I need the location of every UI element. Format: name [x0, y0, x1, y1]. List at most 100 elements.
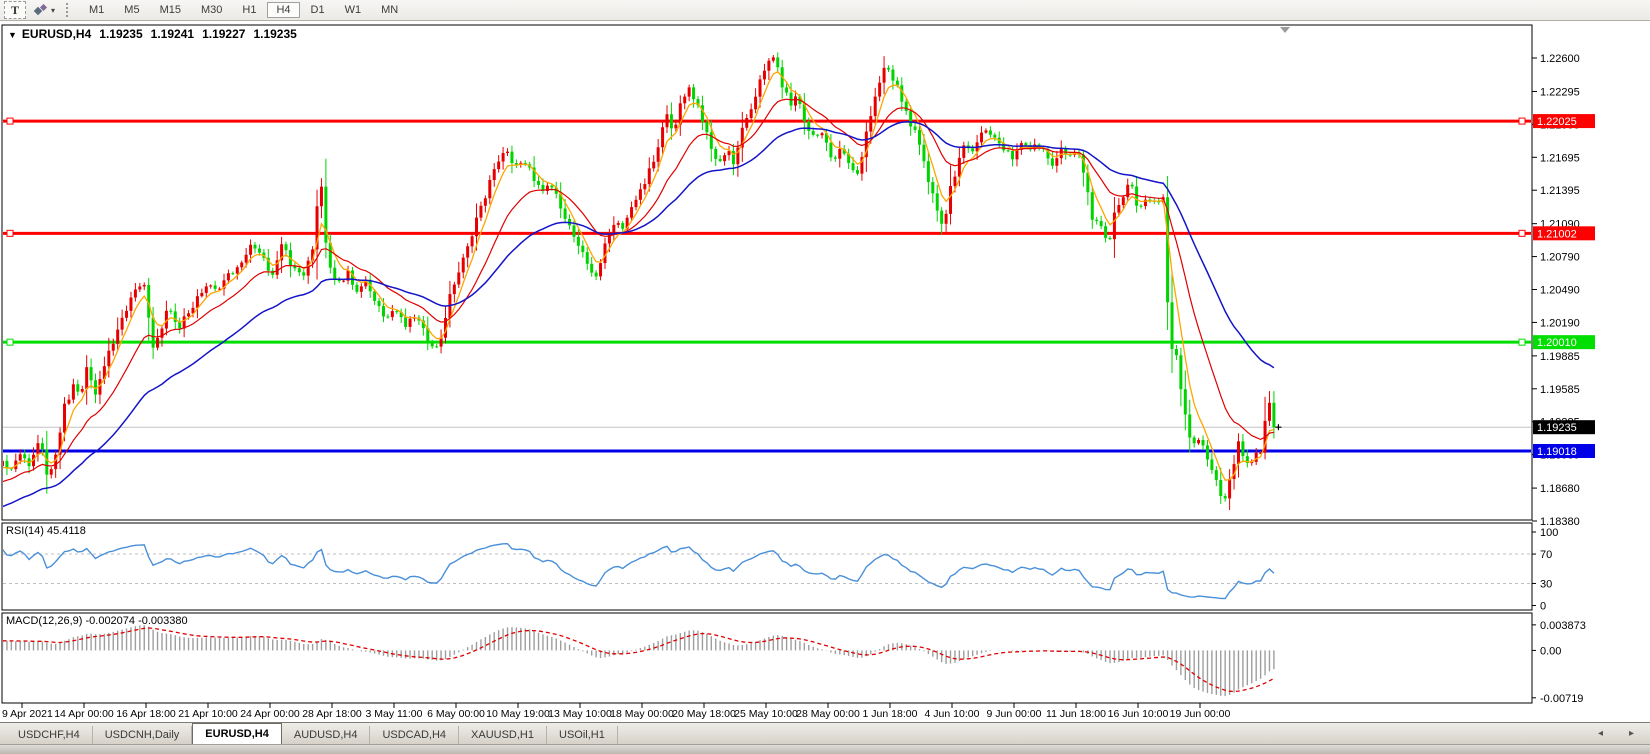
- timeframe-button-w1[interactable]: W1: [344, 4, 362, 16]
- timeframe-button-m30[interactable]: M30: [200, 4, 223, 16]
- close-value: 1.19235: [253, 27, 297, 41]
- hline-label-resistance-2-bg: [1533, 226, 1595, 241]
- toolbar: T ▾ M1 M5 M15 M30 H1 H4 D1 W1 MN: [0, 0, 1650, 21]
- time-tick-label: 16 Apr 18:00: [116, 708, 176, 720]
- time-tick-label: 19 Jun 00:00: [1170, 708, 1231, 720]
- objects-tool-button[interactable]: ▾: [29, 2, 59, 18]
- chart-tab-xauusd[interactable]: XAUUSD,H1: [459, 726, 547, 744]
- dropdown-caret-icon: ▾: [50, 5, 55, 15]
- hline-label-resistance-1: 1.22025: [1537, 116, 1577, 128]
- chart-tab-usdcnh[interactable]: USDCNH,Daily: [93, 726, 193, 744]
- timeframe-button-m15[interactable]: M15: [159, 4, 181, 16]
- time-tick-label: 21 Apr 10:00: [178, 708, 238, 720]
- macd-tick-label: 0.003873: [1540, 620, 1586, 632]
- time-tick-label: 4 Jun 10:00: [925, 708, 980, 720]
- time-tick-label: 6 May 00:00: [427, 708, 485, 720]
- hline-label-support-2: 1.19018: [1537, 446, 1577, 458]
- hline-support-1-left-handle[interactable]: [6, 338, 14, 346]
- macd-signal-value: -0.003380: [138, 615, 188, 627]
- objects-icon: [33, 3, 48, 15]
- rsi-name: RSI(14): [6, 525, 44, 537]
- price-tick-label: 1.20190: [1540, 317, 1580, 329]
- macd-signal-line: [3, 627, 1275, 693]
- fast-ma-line: [3, 70, 1275, 481]
- main-chart-panel[interactable]: [1, 24, 1533, 521]
- tab-scroll-left-button[interactable]: ◂: [1597, 728, 1603, 739]
- time-tick-label: 14 Apr 00:00: [54, 708, 114, 720]
- window-bottom-edge: [0, 744, 1650, 754]
- price-tick-label: 1.19585: [1540, 384, 1580, 396]
- hline-support-1-right-handle[interactable]: [1518, 338, 1526, 346]
- macd-panel[interactable]: [1, 612, 1533, 704]
- macd-name: MACD(12,26,9): [6, 615, 83, 627]
- hline-resistance-1-left-handle[interactable]: [6, 117, 14, 125]
- hline-label-resistance-1-bg: [1533, 114, 1595, 129]
- hline-label-support-2-bg: [1533, 444, 1595, 459]
- time-tick-label: 24 Apr 00:00: [240, 708, 300, 720]
- time-tick-label: 25 May 10:00: [734, 708, 798, 720]
- rsi-tick-label: 70: [1540, 549, 1552, 561]
- time-tick-label: 10 May 19:00: [486, 708, 550, 720]
- rsi-panel[interactable]: [1, 522, 1533, 611]
- toolbar-grip-handle[interactable]: [66, 3, 72, 17]
- time-tick-label: 11 Jun 18:00: [1046, 708, 1106, 720]
- bid-price-label: 1.19235: [1537, 422, 1577, 434]
- chart-tab-usoil[interactable]: USOil,H1: [547, 726, 618, 744]
- tab-scroll-right-button[interactable]: ▸: [1628, 728, 1634, 739]
- bid-price-label-bg: [1533, 420, 1595, 435]
- price-tick-label: 1.18380: [1540, 516, 1580, 528]
- rsi-tick-label: 30: [1540, 578, 1552, 590]
- time-tick-label: 28 May 00:00: [796, 708, 860, 720]
- macd-indicator-label: MACD(12,26,9) -0.002074 -0.003380: [6, 615, 188, 627]
- timeframe-button-m5[interactable]: M5: [124, 4, 140, 16]
- chart-tab-usdchf[interactable]: USDCHF,H4: [6, 726, 93, 744]
- chart-title: ▼ EURUSD,H4 1.19235 1.19241 1.19227 1.19235: [8, 27, 297, 41]
- price-tick-label: 1.20490: [1540, 285, 1580, 297]
- time-tick-label: 16 Jun 10:00: [1108, 708, 1169, 720]
- price-tick-label: 1.22295: [1540, 86, 1580, 98]
- hline-resistance-2-left-handle[interactable]: [6, 229, 14, 237]
- time-axis[interactable]: 9 Apr 2021 14 Apr 00:00 16 Apr 18:00 21 Apr…: [2, 703, 1231, 720]
- price-axis[interactable]: 1.226001.222951.219951.216951.213951.210…: [1532, 53, 1595, 705]
- chart-tab-eurusd[interactable]: EURUSD,H4: [192, 723, 282, 744]
- rsi-tick-label: 0: [1540, 601, 1546, 613]
- macd-main-value: -0.002074: [85, 615, 136, 627]
- rsi-value: 45.4118: [46, 525, 86, 537]
- low-value: 1.19227: [202, 27, 246, 41]
- timeframe-button-d1[interactable]: D1: [310, 4, 325, 16]
- text-tool-button[interactable]: T: [4, 1, 26, 19]
- text-tool-label: T: [10, 2, 19, 17]
- hline-label-support-1-bg: [1533, 335, 1595, 350]
- hline-resistance-1-right-handle[interactable]: [1518, 117, 1526, 125]
- chart-shift-marker-icon[interactable]: [1280, 27, 1290, 33]
- rsi-tick-label: 100: [1540, 527, 1558, 539]
- hline-resistance-2-right-handle[interactable]: [1518, 229, 1526, 237]
- last-price-marker: [1275, 424, 1282, 431]
- time-tick-label: 9 Apr 2021: [2, 708, 53, 720]
- price-tick-label: 1.19885: [1540, 351, 1580, 363]
- rsi-plot: [3, 542, 1531, 600]
- timeframe-button-h1[interactable]: H1: [242, 4, 257, 16]
- macd-tick-label: -0.00719: [1540, 693, 1583, 705]
- timeframe-button-h4[interactable]: H4: [267, 2, 300, 18]
- timeframe-toolbar: M1 M5 M15 M30 H1 H4 D1 W1 MN: [79, 2, 408, 18]
- price-tick-label: 1.18680: [1540, 483, 1580, 495]
- chart-tab-audusd[interactable]: AUDUSD,H4: [282, 726, 371, 744]
- collapse-arrow-icon[interactable]: ▼: [8, 30, 17, 40]
- horizontal-lines: [3, 117, 1531, 453]
- time-tick-label: 1 Jun 18:00: [863, 708, 918, 720]
- time-tick-label: 20 May 18:00: [672, 708, 736, 720]
- time-tick-label: 18 May 00:00: [610, 708, 674, 720]
- rsi-line: [3, 542, 1275, 600]
- timeframe-button-m1[interactable]: M1: [89, 4, 105, 16]
- chart-tab-bar: USDCHF,H4 USDCNH,Daily EURUSD,H4 AUDUSD,H4 U…: [0, 722, 1650, 744]
- hline-label-support-1: 1.20010: [1537, 337, 1577, 349]
- medium-ma-line: [3, 98, 1274, 483]
- chart-tab-usdcad[interactable]: USDCAD,H4: [370, 726, 460, 744]
- time-tick-label: 9 Jun 00:00: [987, 708, 1042, 720]
- high-value: 1.19241: [150, 27, 195, 41]
- price-tick-label: 1.20790: [1540, 252, 1580, 264]
- timeframe-button-mn[interactable]: MN: [381, 4, 399, 16]
